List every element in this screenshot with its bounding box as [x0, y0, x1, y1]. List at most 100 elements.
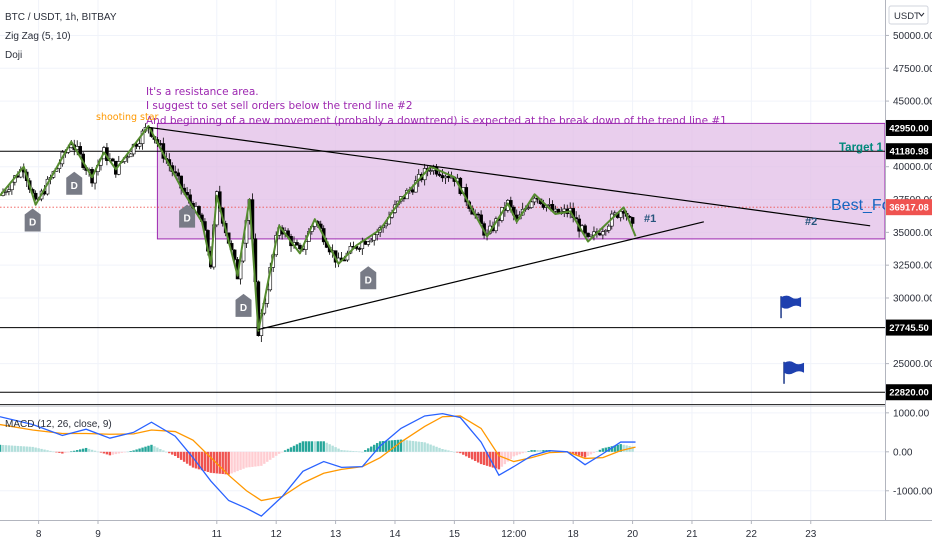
histogram-bar-145: [429, 444, 432, 452]
symbol-title[interactable]: BTC / USDT, 1h, BITBAY: [5, 12, 117, 23]
histogram-bar-202: [598, 449, 602, 452]
histogram-bar-38: [111, 451, 115, 455]
note-line-3[interactable]: And beginning of a new movement (probabl…: [146, 115, 727, 127]
trendlines[interactable]: [148, 126, 871, 331]
doji-letter: D: [240, 303, 247, 314]
flag-markers: [780, 295, 805, 384]
time-tick-label: 8: [36, 529, 42, 540]
histogram-bar-160: [473, 451, 477, 461]
histogram-bar-164: [485, 451, 489, 466]
price-level-label-bg: [886, 119, 932, 136]
histogram-bar-9: [25, 446, 28, 452]
trendline-2-label[interactable]: #2: [805, 216, 817, 228]
histogram-bar-93: [274, 451, 278, 456]
histogram-bar-104: [307, 441, 311, 452]
note-line-2[interactable]: I suggest to set sell orders below the t…: [146, 100, 413, 112]
histogram-bar-75: [221, 451, 224, 475]
doji-marker-0: D: [66, 171, 83, 195]
trendline-1-label[interactable]: #1: [644, 213, 656, 225]
histogram-bar-25: [73, 450, 76, 452]
histogram-bar-181: [536, 450, 539, 452]
histogram-bar-7: [19, 446, 22, 452]
candle-body-42: [125, 156, 130, 159]
histogram-bar-22: [64, 451, 67, 453]
time-axis-ticks[interactable]: 8 9 11 12 13 14 15 12:00 18 20 21 22 23: [36, 520, 817, 540]
histogram-bar-179: [530, 450, 533, 452]
histogram-bar-113: [334, 447, 337, 452]
note-line-1[interactable]: It's a resistance area.: [146, 86, 259, 98]
histogram-bar-152: [450, 451, 453, 452]
target-1-label[interactable]: Target 1: [839, 142, 883, 154]
price-level-value: 42950.00: [889, 123, 929, 134]
histogram-bar-109: [322, 441, 325, 452]
histogram-bar-143: [423, 442, 426, 452]
currency-button[interactable]: USDT: [888, 5, 929, 25]
histogram-bar-1: [1, 444, 5, 452]
candle-body-66: [197, 206, 201, 216]
watermark-text: Best_Fo: [831, 197, 891, 214]
doji-marker-2: D: [179, 204, 196, 228]
histogram-bar-150: [444, 449, 447, 452]
histogram-bar-151: [447, 450, 450, 452]
price-level-label-4: 22820.00: [886, 384, 932, 401]
doji-marker-4: D: [360, 266, 377, 290]
histogram-bar-140: [414, 441, 417, 452]
histogram-bar-90: [266, 451, 269, 462]
histogram-bar-71: [209, 451, 213, 473]
histogram-bar-115: [340, 450, 343, 452]
histogram-bar-162: [479, 451, 483, 465]
candle-body-179: [532, 197, 537, 203]
histogram-bar-4: [10, 445, 14, 452]
candle-body-99: [295, 242, 299, 246]
histogram-bar-64: [188, 451, 192, 466]
histogram-bar-158: [468, 451, 471, 458]
candle-body-123: [366, 241, 371, 245]
candle-body-189: [562, 208, 567, 212]
flag-cloth: [781, 295, 802, 309]
histogram-bar-154: [456, 451, 459, 453]
histogram-bar-129: [381, 441, 385, 452]
price-level-label-bg: [886, 143, 932, 160]
macd-title[interactable]: MACD (12, 26, close, 9): [5, 419, 112, 430]
histogram-bar-171: [506, 451, 510, 462]
histogram-bar-114: [337, 448, 340, 452]
candle-body-196: [583, 225, 587, 234]
histogram-bar-83: [245, 451, 248, 468]
histogram-bar-61: [179, 451, 183, 460]
macd-line: [0, 412, 636, 517]
price-level-label-bg: [886, 199, 932, 216]
doji-badge-shape: [179, 204, 196, 228]
candle-body-26: [78, 146, 82, 155]
histogram-bar-88: [260, 451, 263, 466]
histogram-bar-68: [200, 451, 204, 471]
price-level-label-bg: [886, 319, 932, 336]
histogram-bar-108: [319, 441, 322, 452]
histogram-bar-208: [616, 444, 619, 452]
histogram-bar-33: [96, 451, 100, 453]
histogram-bar-98: [289, 447, 293, 452]
price-level-label-bg: [886, 384, 932, 401]
histogram-bar-209: [619, 444, 622, 452]
histogram-bar-195: [577, 451, 581, 456]
histogram-bar-84: [248, 451, 251, 468]
histogram-bar-176: [521, 451, 524, 454]
candle-body-1: [4, 191, 8, 193]
price-level-value: 36917.08: [889, 203, 929, 214]
price-axis[interactable]: [885, 0, 932, 550]
histogram-bar-45: [132, 450, 135, 452]
price-level-labels: 42950.00 41180.98 36917.08 27745.50 22820.00: [886, 119, 932, 401]
histogram-bar-167: [494, 451, 498, 469]
histogram-bar-66: [194, 451, 198, 469]
histogram-bar-121: [358, 451, 361, 453]
histogram-bar-135: [399, 439, 403, 452]
histogram-bar-34: [99, 451, 103, 453]
histogram-bar-19: [55, 451, 58, 453]
histogram-bar-80: [236, 451, 239, 472]
indicator-doji-label[interactable]: Doji: [5, 50, 22, 61]
time-tick-label: 13: [330, 529, 342, 540]
shooting-star-label[interactable]: shooting star: [96, 112, 159, 123]
indicator-zigzag-label[interactable]: Zig Zag (5, 10): [5, 31, 71, 42]
time-tick-label: 9: [95, 529, 101, 540]
histogram-bar-94: [277, 451, 281, 454]
